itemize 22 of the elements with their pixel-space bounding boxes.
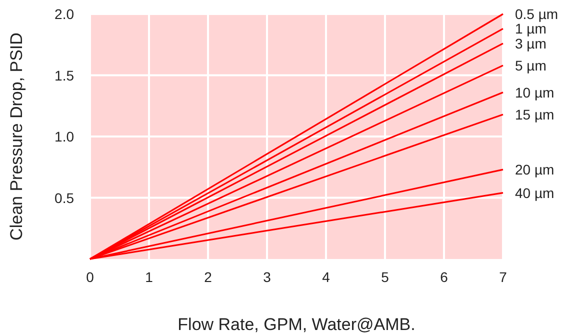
x-tick-label: 7 xyxy=(499,269,508,285)
x-tick-label: 1 xyxy=(145,269,154,285)
series-label: 0.5 µm xyxy=(515,6,558,22)
y-tick-label: 0.5 xyxy=(54,190,74,206)
series-label: 15 µm xyxy=(515,106,554,122)
series-label: 40 µm xyxy=(515,184,554,201)
y-tick-label: 2.0 xyxy=(54,6,74,22)
y-tick-label: 1.5 xyxy=(54,67,74,84)
series-label: 1 µm xyxy=(515,20,546,37)
x-tick-label: 6 xyxy=(440,269,448,285)
x-axis-title: Flow Rate, GPM, Water@AMB. xyxy=(178,315,416,334)
series-label: 5 µm xyxy=(515,57,546,74)
series-label: 20 µm xyxy=(515,162,554,178)
x-tick-label: 3 xyxy=(263,269,272,285)
y-axis-title: Clean Pressure Drop, PSID xyxy=(7,32,26,240)
series-label: 3 µm xyxy=(515,35,546,52)
x-tick-label: 2 xyxy=(204,269,212,285)
y-tick-label: 1.0 xyxy=(54,128,74,144)
series-label: 10 µm xyxy=(515,84,554,100)
x-tick-label: 4 xyxy=(322,269,330,285)
x-tick-label: 5 xyxy=(381,269,390,285)
x-tick-label: 0 xyxy=(86,269,94,285)
